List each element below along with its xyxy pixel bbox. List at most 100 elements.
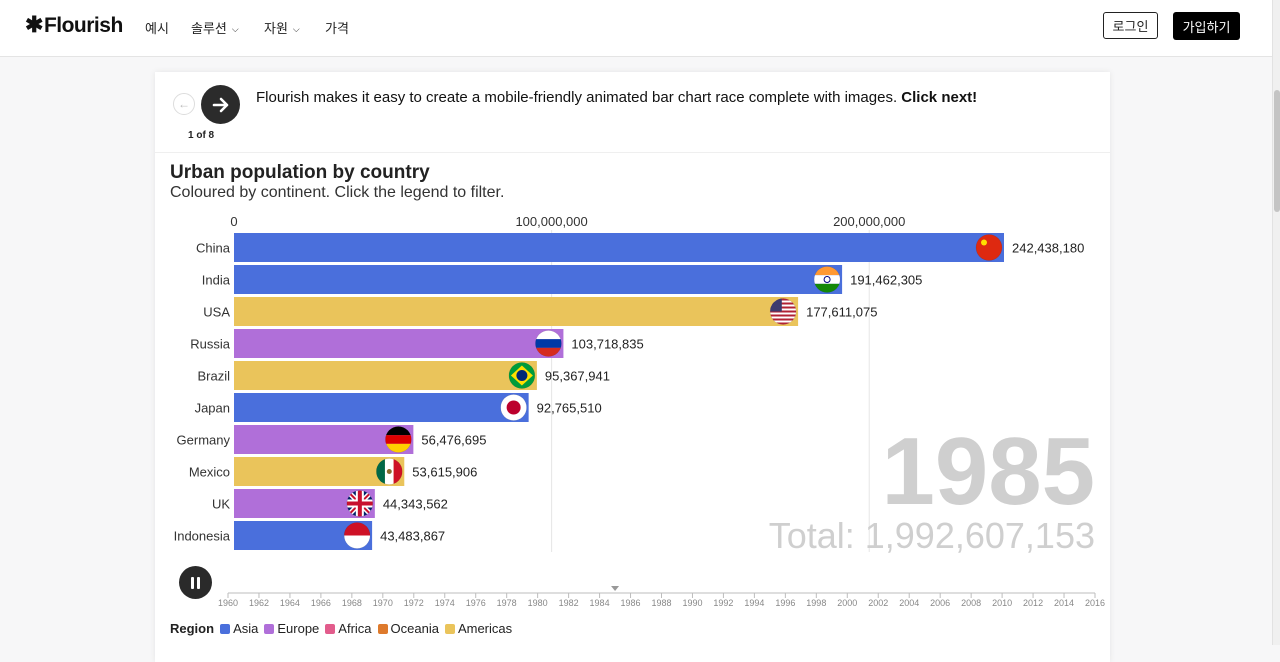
- brazil-flag-icon: [508, 362, 535, 389]
- timeline-label: 2002: [868, 598, 888, 608]
- legend-swatch: [444, 623, 455, 634]
- login-button[interactable]: 로그인: [1103, 12, 1158, 39]
- russia-flag-icon: [535, 330, 562, 357]
- story-caption: Flourish makes it easy to create a mobil…: [256, 89, 977, 106]
- indonesia-flag-icon: [344, 522, 371, 549]
- legend-swatch: [377, 623, 388, 634]
- nav-item-examples[interactable]: 예시: [145, 18, 169, 37]
- x-tick-label: 200,000,000: [833, 214, 905, 229]
- timeline-label: 1990: [682, 598, 702, 608]
- scrollbar-thumb[interactable]: [1274, 90, 1280, 212]
- pause-button[interactable]: [179, 566, 212, 599]
- germany-flag-icon: [385, 426, 412, 453]
- flag-outline: [508, 362, 536, 389]
- story-header: ← 1 of 8 Flourish makes it easy to creat…: [155, 72, 1110, 153]
- timeline-handle[interactable]: [611, 586, 620, 591]
- timeline-label: 2010: [992, 598, 1012, 608]
- timeline-label: 1980: [528, 598, 548, 608]
- legend-item-americas[interactable]: Americas: [444, 621, 513, 636]
- timeline-label: 1966: [311, 598, 331, 608]
- legend-item-oceania[interactable]: Oceania: [377, 621, 439, 636]
- bar-usa[interactable]: [234, 297, 799, 326]
- bar-value-label: 103,718,835: [571, 337, 643, 352]
- bar-label: Germany: [177, 433, 231, 448]
- next-slide-button[interactable]: [201, 85, 240, 124]
- legend-swatch: [264, 623, 275, 634]
- flag-outline: [346, 490, 374, 517]
- legend-label: Americas: [457, 621, 513, 636]
- bar-brazil[interactable]: [234, 361, 537, 390]
- timeline-label: 1976: [466, 598, 486, 608]
- bar-label: UK: [212, 497, 230, 512]
- flourish-logo[interactable]: ✱Flourish: [25, 12, 123, 38]
- uk-flag-icon: [346, 490, 373, 517]
- nav-item-solutions[interactable]: 솔루션 ⌵: [191, 18, 239, 37]
- timeline-label: 2014: [1054, 598, 1074, 608]
- bar-value-label: 95,367,941: [545, 369, 610, 384]
- timeline-label: 1960: [218, 598, 238, 608]
- bar-value-label: 191,462,305: [850, 273, 922, 288]
- arrow-right-icon: [212, 97, 228, 112]
- timeline-label: 1982: [559, 598, 579, 608]
- chart-subtitle: Coloured by continent. Click the legend …: [170, 184, 505, 201]
- legend-item-asia[interactable]: Asia: [220, 621, 258, 636]
- flag-outline: [500, 394, 527, 421]
- bar-label: Mexico: [189, 465, 230, 480]
- nav-item-pricing[interactable]: 가격: [325, 18, 349, 37]
- chart-title: Urban population by country: [170, 162, 430, 183]
- bar-germany[interactable]: [234, 425, 414, 454]
- bar-value-label: 242,438,180: [1012, 241, 1084, 256]
- timeline-label: 1974: [435, 598, 455, 608]
- legend-label: Oceania: [390, 621, 439, 636]
- bar-japan[interactable]: [234, 393, 529, 422]
- timeline-label: 1986: [621, 598, 641, 608]
- bar-india[interactable]: [234, 265, 843, 294]
- timeline-label: 1988: [651, 598, 671, 608]
- timeline-label: 1964: [280, 598, 300, 608]
- current-year-label: 1985: [881, 418, 1095, 525]
- india-flag-icon: [814, 266, 841, 293]
- story-caption-bold: Click next!: [901, 89, 978, 106]
- bar-value-label: 44,343,562: [383, 497, 448, 512]
- legend-title: Region: [170, 621, 215, 636]
- legend-label: Europe: [277, 621, 320, 636]
- timeline-label: 1984: [590, 598, 610, 608]
- nav-item-label: 가격: [325, 21, 349, 36]
- legend-item-africa[interactable]: Africa: [325, 621, 372, 636]
- story-caption-text: Flourish makes it easy to create a mobil…: [256, 89, 898, 106]
- bar-china[interactable]: [234, 233, 1004, 262]
- timeline-label: 2006: [930, 598, 950, 608]
- timeline-label: 2016: [1085, 598, 1105, 608]
- flag-outline: [385, 426, 412, 453]
- usa-flag-icon: [770, 298, 797, 325]
- flag-outline: [376, 458, 403, 485]
- flag-outline: [975, 234, 1003, 261]
- slide-counter: 1 of 8: [188, 130, 215, 141]
- mexico-flag-icon: [376, 458, 403, 485]
- signup-button[interactable]: 가입하기: [1173, 12, 1240, 40]
- previous-slide-button[interactable]: ←: [173, 93, 195, 115]
- bar-value-label: 53,615,906: [412, 465, 477, 480]
- bar-value-label: 92,765,510: [537, 401, 602, 416]
- timeline-label: 2000: [837, 598, 857, 608]
- bar-russia[interactable]: [234, 329, 564, 358]
- pause-icon-bar: [197, 576, 200, 589]
- nav-item-label: 예시: [145, 21, 169, 36]
- legend: Region Asia Europe Africa Oceania Americ…: [170, 621, 518, 636]
- chevron-down-icon: ⌵: [292, 24, 300, 34]
- nav-item-label: 자원: [264, 21, 288, 36]
- bar-label: Indonesia: [174, 529, 231, 544]
- bar-value-label: 56,476,695: [421, 433, 486, 448]
- legend-swatch: [220, 623, 231, 634]
- nav-item-label: 솔루션: [191, 21, 227, 36]
- logo-text: Flourish: [43, 14, 123, 37]
- arrow-left-icon: ←: [178, 97, 190, 111]
- bar-mexico[interactable]: [234, 457, 405, 486]
- pause-icon: [191, 576, 194, 589]
- logo-mark: ✱: [25, 12, 43, 37]
- legend-item-europe[interactable]: Europe: [264, 621, 319, 636]
- nav-item-resources[interactable]: 자원 ⌵: [264, 18, 300, 37]
- total-label: Total: 1,992,607,153: [769, 515, 1095, 556]
- page-scrollbar[interactable]: [1272, 0, 1280, 645]
- timeline-label: 1962: [249, 598, 269, 608]
